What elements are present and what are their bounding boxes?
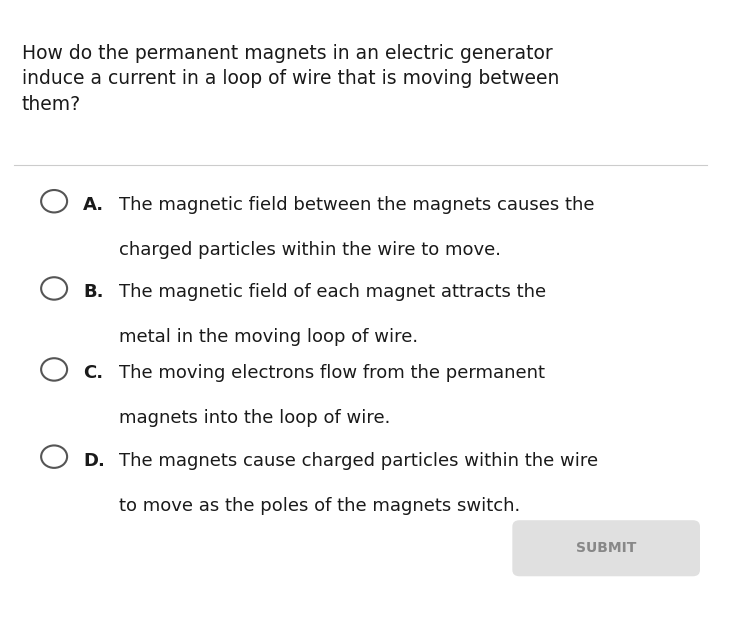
Text: C.: C. [83, 364, 103, 383]
Text: SUBMIT: SUBMIT [576, 541, 636, 555]
Text: The moving electrons flow from the permanent: The moving electrons flow from the perma… [119, 364, 545, 383]
Text: charged particles within the wire to move.: charged particles within the wire to mov… [119, 241, 501, 259]
Text: The magnetic field between the magnets causes the: The magnetic field between the magnets c… [119, 196, 595, 214]
FancyBboxPatch shape [512, 520, 700, 576]
Text: How do the permanent magnets in an electric generator
induce a current in a loop: How do the permanent magnets in an elect… [22, 44, 559, 114]
Text: A.: A. [83, 196, 104, 214]
Text: The magnets cause charged particles within the wire: The magnets cause charged particles with… [119, 452, 599, 470]
Text: B.: B. [83, 283, 104, 302]
Text: to move as the poles of the magnets switch.: to move as the poles of the magnets swit… [119, 497, 521, 515]
Text: metal in the moving loop of wire.: metal in the moving loop of wire. [119, 328, 418, 346]
Text: D.: D. [83, 452, 105, 470]
Text: magnets into the loop of wire.: magnets into the loop of wire. [119, 409, 391, 427]
Text: The magnetic field of each magnet attracts the: The magnetic field of each magnet attrac… [119, 283, 546, 302]
